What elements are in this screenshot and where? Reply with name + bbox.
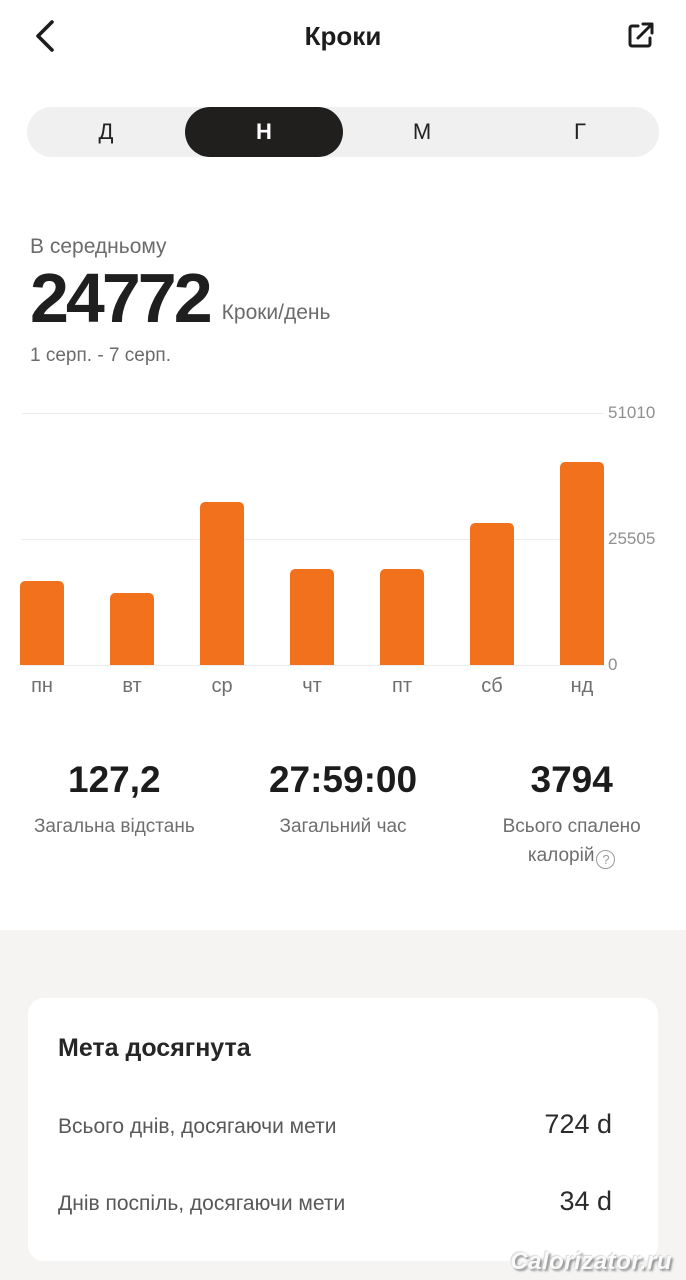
total-time-value: 27:59:00 (268, 759, 418, 800)
steps-unit-label: Кроки/день (221, 301, 331, 324)
total-calories-label: Всього спалено калорій? (477, 813, 667, 870)
summary-block: В середньому 24772 Кроки/день 1 серп. - … (30, 235, 656, 367)
tab-year[interactable]: Г (574, 119, 586, 144)
help-icon[interactable]: ? (596, 849, 616, 869)
back-button[interactable] (28, 19, 62, 53)
x-tick-вт: вт (122, 675, 142, 697)
bar-пн[interactable] (20, 581, 64, 665)
average-steps-value: 24772 (30, 259, 213, 337)
bar-пт[interactable] (380, 569, 424, 665)
steps-bar-chart: 51010 25505 0 пн вт ср чт пт сб нд (0, 403, 686, 713)
total-time-label: Загальний час (279, 816, 407, 837)
y-axis-tick-max: 51010 (608, 403, 656, 422)
x-tick-ср: ср (211, 675, 233, 697)
bar-нд[interactable] (560, 462, 604, 665)
goal-streak-days-row: Днів поспіль, досягаючи мети 34 d (58, 1186, 628, 1217)
period-tab-bar: Д Н М Г (27, 107, 659, 157)
total-distance-stat: 127,2 Загальна відстань (0, 759, 229, 870)
bar-сб[interactable] (470, 523, 514, 665)
goal-streak-days-value: 34 d (559, 1186, 612, 1216)
gridline-baseline (22, 665, 604, 666)
share-icon (628, 22, 654, 48)
bar-ср[interactable] (200, 502, 244, 665)
goal-streak-days-label: Днів поспіль, досягаючи мети (58, 1192, 346, 1215)
x-tick-чт: чт (302, 675, 322, 697)
bar-вт[interactable] (110, 593, 154, 665)
goal-total-days-value: 724 d (544, 1109, 612, 1139)
tab-week[interactable]: Н (185, 107, 343, 157)
x-tick-нд: нд (570, 675, 594, 697)
total-distance-value: 127,2 (68, 759, 161, 800)
goal-total-days-row: Всього днів, досягаючи мети 724 d (58, 1109, 628, 1140)
y-axis-tick-mid: 25505 (608, 529, 656, 548)
chevron-left-icon (36, 20, 54, 52)
total-time-stat: 27:59:00 Загальний час (229, 759, 458, 870)
bar-чт[interactable] (290, 569, 334, 665)
goal-total-days-label: Всього днів, досягаючи мети (58, 1115, 337, 1138)
average-label: В середньому (30, 235, 167, 258)
y-axis-tick-zero: 0 (608, 655, 618, 674)
share-button[interactable] (624, 19, 658, 53)
gridline-top (22, 413, 604, 414)
x-tick-пн: пн (31, 675, 53, 697)
watermark: Calorizator.ru (510, 1248, 672, 1275)
date-range: 1 серп. - 7 серп. (30, 345, 171, 366)
tab-day[interactable]: Д (98, 119, 114, 144)
page-title: Кроки (304, 20, 382, 51)
total-distance-label: Загальна відстань (33, 816, 195, 837)
gridline-middle (22, 539, 604, 540)
x-tick-сб: сб (481, 675, 503, 697)
totals-row: 127,2 Загальна відстань 27:59:00 Загальн… (0, 759, 686, 930)
total-calories-value: 3794 (530, 759, 613, 800)
total-calories-stat: 3794 Всього спалено калорій? (457, 759, 686, 870)
x-tick-пт: пт (392, 675, 412, 697)
tab-month[interactable]: М (412, 119, 432, 144)
header: Кроки (0, 0, 686, 72)
bottom-section: Мета досягнута Всього днів, досягаючи ме… (0, 930, 686, 1280)
goal-achieved-card: Мета досягнута Всього днів, досягаючи ме… (28, 998, 658, 1261)
goal-card-title: Мета досягнута (58, 1034, 251, 1062)
